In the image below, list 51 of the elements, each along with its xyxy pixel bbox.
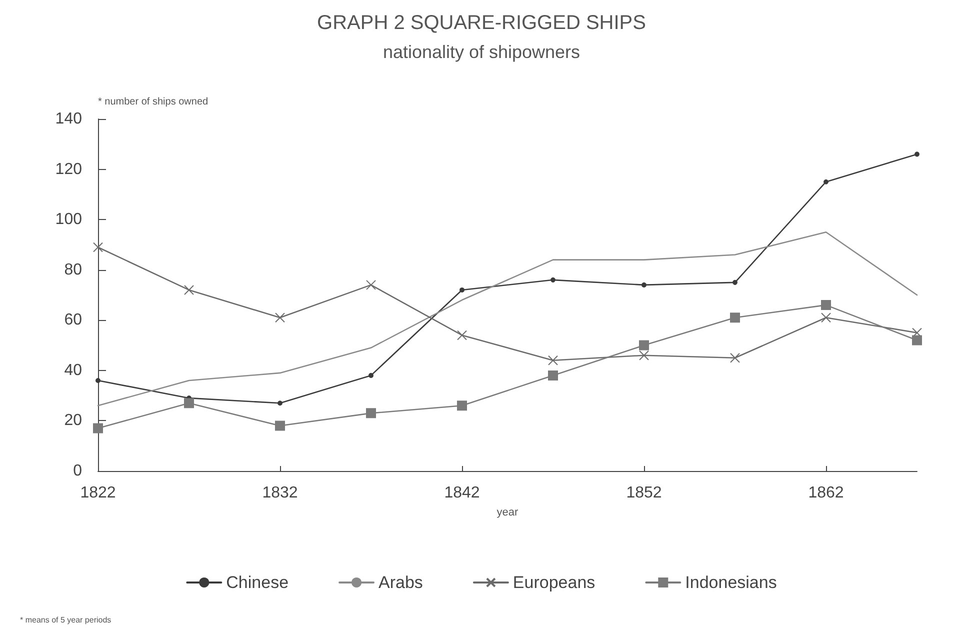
point: [96, 378, 100, 383]
point: [93, 423, 103, 434]
legend-label: Arabs: [378, 573, 423, 592]
y-tick-label: 40: [64, 362, 82, 379]
x-tick-label: 1852: [626, 484, 662, 502]
y-tick-label: 60: [64, 312, 82, 329]
y-tick-label: 0: [73, 462, 82, 480]
point: [639, 350, 649, 360]
x-axis-title: year: [496, 506, 519, 518]
point: [366, 408, 376, 418]
point: [548, 370, 558, 380]
point: [730, 312, 740, 323]
chart-subtitle: nationality of shipowners: [382, 42, 580, 62]
point: [457, 330, 467, 340]
point: [275, 312, 285, 323]
point: [275, 420, 285, 431]
point: [368, 372, 374, 378]
point: [460, 287, 464, 292]
point: [184, 398, 194, 408]
y-tick-label: 100: [55, 211, 82, 228]
legend-label: Europeans: [512, 573, 596, 592]
x-tick-label: 1842: [444, 484, 480, 502]
y-tick-label: 120: [55, 160, 82, 178]
x-tick-label: 1822: [80, 484, 116, 502]
legend-label: Indonesians: [685, 573, 777, 592]
y-tick-label: 20: [64, 412, 82, 430]
line-series: [97, 231, 918, 406]
point: [821, 300, 831, 310]
y-axis-title: * number of ships owned: [98, 96, 208, 108]
x-tick-label: 1862: [808, 484, 844, 502]
point: [639, 340, 649, 350]
y-tick-label: 80: [64, 261, 82, 278]
point: [184, 284, 194, 295]
point: [93, 242, 103, 252]
x-tick-label: 1832: [262, 484, 298, 502]
point: [912, 335, 922, 346]
y-tick-label: 140: [55, 110, 82, 128]
point: [457, 400, 467, 411]
point: [821, 312, 831, 323]
point: [550, 277, 556, 282]
chart-title: GRAPH 2 SQUARE-RIGGED SHIPS: [317, 12, 646, 34]
text: * means of 5 year periods: [20, 616, 112, 624]
point: [732, 280, 738, 285]
legend-label: Chinese: [226, 573, 289, 592]
point: [730, 352, 740, 363]
point: [366, 280, 376, 290]
point: [914, 152, 920, 157]
point: [824, 179, 828, 184]
point: [278, 400, 282, 406]
point: [642, 282, 646, 288]
point: [548, 355, 558, 366]
